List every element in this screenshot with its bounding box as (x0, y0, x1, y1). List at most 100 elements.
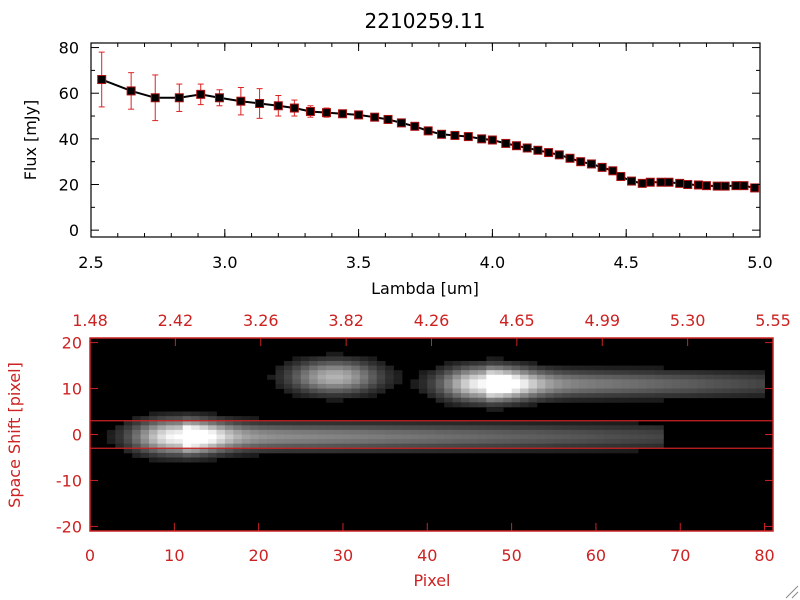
spectral-image-plot: 0 10 20 30 40 50 60 70 80 -20 -10 0 10 20 1.48 2.42 3.… (5, 311, 791, 590)
top-tick-label: 2.42 (158, 311, 194, 330)
data-point (683, 180, 693, 190)
y-tick-label: -10 (56, 471, 82, 490)
error-bars (98, 51, 758, 191)
data-point (720, 181, 730, 191)
data-point (554, 150, 564, 160)
data-point (608, 166, 618, 176)
data-point (305, 106, 315, 116)
y-ticks: -20 -10 0 10 20 (56, 334, 773, 536)
chart-title: 2210259.11 (365, 9, 486, 33)
data-point (627, 176, 637, 186)
x-tick-label: 5.0 (747, 253, 772, 272)
data-point (511, 141, 521, 151)
y-tick-label: 60 (59, 84, 79, 103)
data-point (150, 93, 160, 103)
y-tick-label: -20 (56, 517, 82, 536)
data-point (236, 96, 246, 106)
data-point (97, 75, 107, 85)
data-point (544, 148, 554, 158)
x-tick-label: 50 (501, 546, 521, 565)
y-tick-label: 10 (62, 380, 82, 399)
data-point (656, 177, 666, 187)
data-point (289, 103, 299, 113)
x-tick-label: 60 (586, 546, 606, 565)
top-tick-label: 5.55 (755, 311, 791, 330)
y-tick-label: 80 (59, 39, 79, 58)
top-tick-label: 4.65 (499, 311, 535, 330)
y-tick-label: 20 (62, 334, 82, 353)
data-point (396, 118, 406, 128)
x-tick-label: 2.5 (78, 253, 103, 272)
top-tick-label: 4.99 (584, 311, 620, 330)
data-point (637, 178, 647, 188)
data-point (463, 132, 473, 142)
data-point (370, 112, 380, 122)
x-tick-label: 3.0 (212, 253, 237, 272)
x-ticks: 2.5 3.0 3.5 4.0 4.5 5.0 (78, 43, 773, 272)
x-tick-label: 4.0 (480, 253, 505, 272)
data-point (750, 183, 760, 193)
data-point (196, 89, 206, 99)
x-tick-label: 20 (248, 546, 268, 565)
x-tick-label: 4.5 (613, 253, 638, 272)
data-point (586, 159, 596, 169)
data-point (477, 134, 487, 144)
x-axis-label: Lambda [um] (371, 279, 479, 298)
data-point (501, 138, 511, 148)
x-axis-label: Pixel (413, 571, 450, 590)
data-point (338, 109, 348, 119)
data-point (174, 93, 184, 103)
data-point (126, 86, 136, 96)
x-tick-label: 30 (333, 546, 353, 565)
data-point (701, 181, 711, 191)
wavelength-ticks: 1.48 2.42 3.26 3.82 4.26 4.65 4.99 5.30 5.55 (72, 311, 791, 346)
data-point (437, 129, 447, 139)
x-tick-label: 70 (670, 546, 690, 565)
data-point (693, 180, 703, 190)
y-ticks: 0 20 40 60 80 (59, 39, 760, 240)
data-point (255, 98, 265, 108)
data-point (273, 101, 283, 111)
x-tick-label: 80 (754, 546, 774, 565)
data-point (214, 93, 224, 103)
data-point (410, 121, 420, 131)
y-tick-label: 0 (69, 221, 79, 240)
y-tick-label: 20 (59, 176, 79, 195)
top-tick-label: 3.82 (328, 311, 364, 330)
top-tick-label: 1.48 (72, 311, 108, 330)
data-point (675, 178, 685, 188)
top-tick-label: 3.26 (243, 311, 279, 330)
data-markers (97, 75, 760, 193)
data-point (522, 143, 532, 153)
data-point (616, 172, 626, 182)
x-tick-label: 10 (164, 546, 184, 565)
top-tick-label: 5.30 (670, 311, 706, 330)
y-axis-label: Space Shift [pixel] (5, 362, 24, 508)
data-point (645, 177, 655, 187)
data-point (731, 181, 741, 191)
x-tick-label: 3.5 (346, 253, 371, 272)
top-tick-label: 4.26 (414, 311, 450, 330)
data-point (487, 135, 497, 145)
data-point (576, 157, 586, 167)
y-axis-label: Flux [mJy] (21, 100, 40, 181)
data-point (321, 108, 331, 118)
data-point (712, 181, 722, 191)
resize-grip-icon[interactable] (785, 585, 799, 599)
data-point (354, 110, 364, 120)
spectral-image (106, 351, 765, 463)
plot-frame (90, 42, 761, 238)
data-point (664, 177, 674, 187)
y-tick-label: 40 (59, 130, 79, 149)
data-point (423, 126, 433, 136)
x-tick-label: 0 (85, 546, 95, 565)
data-point (533, 145, 543, 155)
x-tick-label: 40 (417, 546, 437, 565)
data-point (739, 181, 749, 191)
data-point (565, 153, 575, 163)
data-point (383, 114, 393, 124)
x-ticks: 0 10 20 30 40 50 60 70 80 (85, 523, 775, 565)
data-point (450, 130, 460, 140)
y-tick-label: 0 (72, 426, 82, 445)
